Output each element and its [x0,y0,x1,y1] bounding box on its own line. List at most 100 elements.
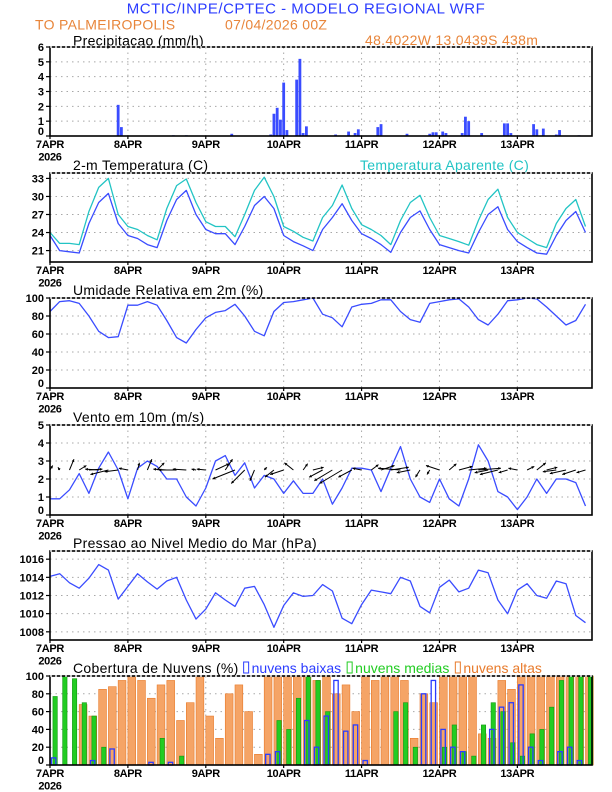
cloud-mid-bar [481,724,487,766]
wind-vector-head [425,464,429,468]
wind-vector-head [264,474,268,478]
panel-precip: 01 2 3 4 5 6 7APR 8APR 9APR 10APR 11APR 12APR 13APR 2… [36,33,593,164]
cloud-high-bar [127,675,136,766]
precip-bar [464,116,467,136]
wind-vector-head [212,476,216,480]
x-tick-label: 11APR [345,643,379,655]
cloud-mid-bar [519,755,525,766]
panel-pressure: 1008 1010 1012 1014 1016 7APR 8APR 9APR 10APR 11A… [20,535,593,668]
precip-bar [353,133,357,136]
cloud-high-bar [186,702,195,766]
x-tick-label: 7APR [36,139,64,151]
cloud-high-bar [147,697,156,766]
wind-vector-head [314,478,318,481]
panel-title: Precipitacao (mm/h) [73,33,204,49]
precip-bar [298,58,302,136]
cloud-mid-bar [315,680,321,766]
wind-vector-head [319,480,323,484]
wind-vector-head [375,464,379,468]
y-tick-label: 0 [38,126,44,138]
series-line-ur-2m [49,297,587,344]
header-coordinates: 48.4022W 13.0439S 438m [365,32,538,48]
y-tick-label: 1010 [20,609,44,621]
cloud-mid-bar [276,720,282,766]
precip-bar [379,124,383,136]
precip-bar [434,132,438,136]
x-tick-label: 12APR [422,139,456,151]
wind-vector-head [161,462,165,466]
wind-vector-head [264,467,267,471]
x-tick-label: 7APR [36,768,64,780]
cloud-mid-bar [393,711,399,766]
x-tick-label: 9APR [192,643,220,655]
wind-vector-head [191,468,195,472]
wind-vector-head [508,467,512,471]
precip-bar [301,133,305,136]
precip-bar [460,133,464,136]
wind-vector-head [57,467,61,471]
cloud-mid-bar [539,729,545,766]
x-tick-label: 9APR [192,518,220,530]
precip-bar [120,127,123,136]
wind-vector-head [99,467,103,471]
x-tick-label: 12APR [422,391,456,403]
cloud-high-bar [361,675,370,766]
wind-vector-head [50,465,53,469]
cloud-mid-bar [558,680,564,766]
precip-bar [295,79,299,136]
cloud-high-bar [195,675,205,766]
y-tick-label: 1016 [20,554,44,566]
x-tick-label: 11APR [345,139,379,151]
x-tick-label: 10APR [267,518,301,530]
cloud-high-bar [254,754,263,766]
x-year-label: 2026 [38,404,61,416]
wind-vector [377,467,401,471]
y-tick-label: 4 [38,72,45,84]
series-line-temperatura-2m [49,189,587,255]
x-tick-label: 8APR [114,139,142,151]
x-tick-label: 12APR [422,768,456,780]
wind-vector-head [249,477,253,481]
y-tick-label: 21 [32,246,44,258]
y-tick-label: 30 [32,191,44,203]
wind-vector-head [90,472,94,476]
series-line-temperatura-aparente [49,176,587,249]
x-tick-label: 13APR [500,265,534,277]
y-tick-label: 60 [32,329,44,341]
precip-bar [441,131,445,136]
cloud-high-bar [117,680,127,766]
y-tick-label: 1 [38,116,44,128]
wind-vector-head [576,470,580,474]
wind-vector-head [270,472,274,476]
x-tick-label: 8APR [114,643,142,655]
series-line-pnmm [49,563,586,628]
y-tick-label: 24 [32,228,45,240]
legend-label: nuvens baixas [252,660,342,676]
y-tick-label: 1014 [20,572,45,584]
panel-title: Umidade Relativa em 2m (%) [73,282,264,298]
precip-bar [230,133,234,136]
y-tick-label: 6 [38,42,44,54]
precip-bar [558,130,561,136]
wind-vector [90,469,109,475]
x-tick-label: 9APR [192,391,220,403]
cloud-mid-bar [451,724,457,766]
wind-vector-head [284,462,288,466]
precip-bar [541,128,545,136]
wind-vector-head [83,465,87,469]
y-tick-label: 5 [38,57,44,69]
precip-bar [509,133,513,136]
cloud-mid-bar [296,697,302,766]
wind-vector-head [309,474,313,478]
y-tick-label: 27 [32,209,44,221]
x-year-label: 2026 [38,781,61,792]
cloud-mid-bar [52,696,58,766]
cloud-mid-bar [490,702,496,766]
y-tick-label: 1012 [20,591,44,603]
x-tick-label: 11APR [345,518,379,530]
precip-bar [480,133,484,136]
wind-vector-head [137,462,141,466]
cloud-high-bar [205,715,214,766]
x-tick-label: 13APR [500,391,534,403]
